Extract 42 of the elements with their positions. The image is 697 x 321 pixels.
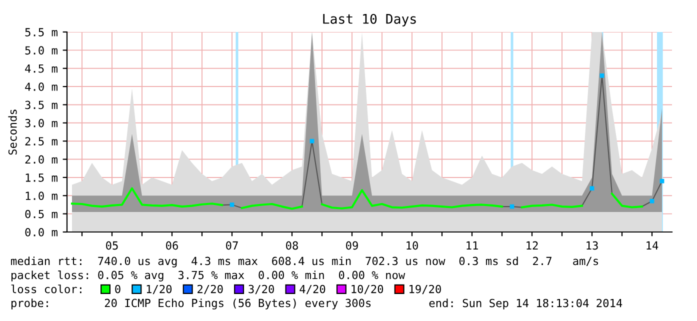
x-tick-label: 13: [586, 241, 598, 250]
legend-label: 0: [115, 284, 120, 294]
y-tick-label: 2.0 m: [25, 155, 58, 164]
y-tick-label: 3.5 m: [25, 100, 58, 110]
point: [660, 178, 664, 184]
y-tick-label: 4.5 m: [25, 64, 58, 73]
text: median rtt: 740.0 us avg 4.3 ms max 608.4 us min 702.3 us now 0.3 ms sd 2.7 am/s: [11, 256, 598, 268]
y-tick-label: 0.0 m: [25, 228, 58, 236]
y-tick-label: 3.0 m: [25, 118, 58, 128]
x-tick-label: 06: [166, 241, 178, 250]
x-tick-label: 05: [106, 241, 118, 250]
legend-label: 4/20: [300, 284, 326, 294]
y-tick-label: 4.0 m: [25, 82, 58, 91]
x-tick-label: 09: [346, 241, 358, 250]
y-axis-title: Seconds: [8, 110, 17, 155]
x-tick-label: 14: [646, 241, 658, 250]
legend-label: 19/20: [410, 284, 441, 294]
point: [650, 198, 654, 204]
x-tick-label: 12: [526, 241, 538, 250]
y-tick-label: 0.5 m: [25, 210, 58, 218]
y-tick-label: 1.5 m: [26, 174, 58, 182]
x-tick-label: 07: [226, 241, 238, 250]
text: packet loss: 0.05 % avg 3.75 % max 0.00 % min 0.00 % now: [11, 270, 406, 282]
y-tick-label: 1.0 m: [26, 192, 58, 200]
point: [590, 186, 594, 191]
text: probe: 20 ICMP Echo Pings (56 Bytes) every 300s: [11, 298, 371, 310]
point: [600, 73, 604, 78]
legend-title: loss color:: [11, 284, 82, 294]
text: end: Sun Sep 14 18:13:04 2014: [429, 298, 622, 310]
point: [230, 202, 234, 207]
x-tick-label: 10: [406, 241, 418, 250]
y-tick-label: 5.5 m: [25, 28, 58, 36]
y-tick-label: 5.0 m: [25, 46, 58, 55]
chart-title: Last 10 Days: [323, 14, 416, 26]
legend-label: 1/20: [146, 284, 172, 294]
legend-label: 3/20: [248, 284, 274, 294]
legend-label: 10/20: [352, 284, 384, 294]
point: [310, 138, 314, 144]
y-tick-label: 2.5 m: [25, 137, 58, 146]
legend-label: 2/20: [198, 284, 223, 294]
x-tick-label: 11: [466, 241, 478, 250]
x-tick-label: 08: [286, 241, 298, 250]
